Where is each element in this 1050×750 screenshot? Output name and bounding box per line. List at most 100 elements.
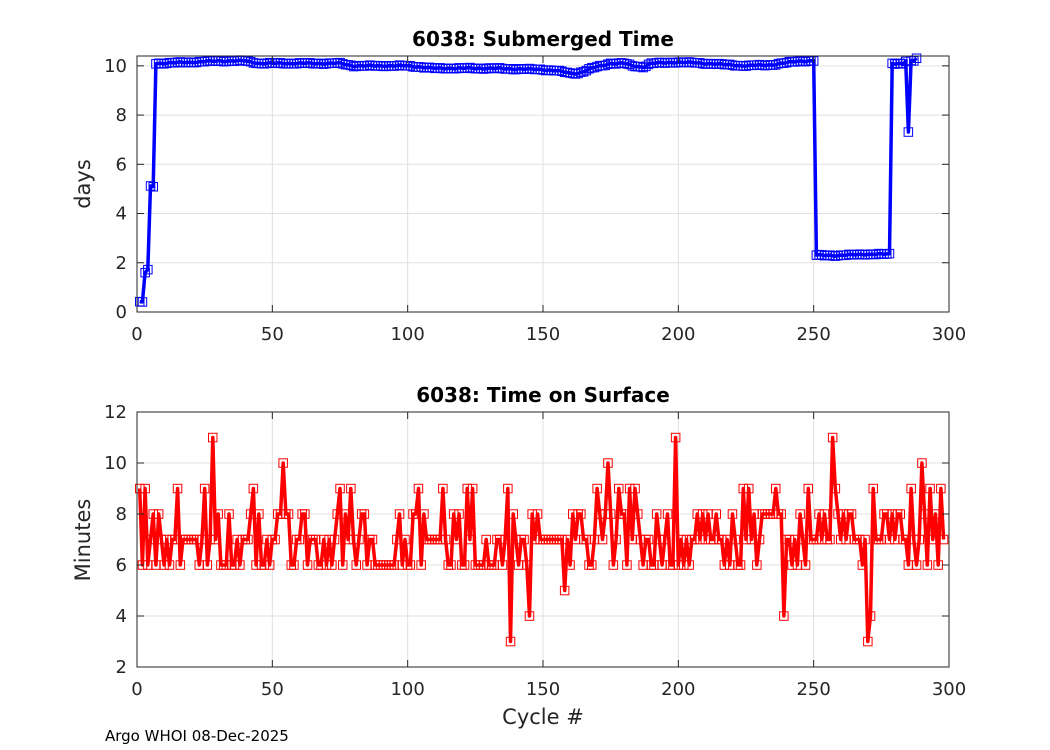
y-tick-label: 0: [116, 302, 127, 323]
y-tick-label: 6: [116, 154, 127, 175]
y-tick-label: 4: [116, 204, 127, 225]
chart-title: 6038: Submerged Time: [412, 27, 674, 51]
data-point-marker: [670, 432, 681, 443]
data-point-marker: [863, 636, 873, 647]
chart-title: 6038: Time on Surface: [416, 383, 670, 407]
data-point-marker: [787, 560, 797, 570]
data-point-marker: [300, 509, 310, 519]
data-point-marker: [148, 182, 158, 192]
data-point-marker: [508, 509, 518, 519]
data-point-marker: [137, 297, 148, 307]
data-point-marker: [928, 534, 938, 545]
data-point-marker: [289, 560, 299, 570]
data-point-marker: [446, 560, 456, 570]
x-tick-label: 200: [661, 679, 695, 700]
data-point-marker: [884, 248, 895, 259]
x-tick-label: 0: [131, 679, 142, 700]
data-point-marker: [351, 560, 361, 570]
data-point-marker: [654, 534, 665, 545]
data-point-marker: [283, 509, 294, 519]
data-point-marker: [662, 509, 673, 519]
x-tick-label: 100: [390, 324, 424, 345]
data-point-marker: [660, 534, 670, 545]
data-point-marker: [911, 560, 922, 570]
data-point-marker: [148, 509, 158, 519]
data-point-marker: [676, 534, 686, 545]
series-submerged-time: [135, 53, 922, 307]
data-point-marker: [587, 560, 597, 570]
data-point-marker: [619, 509, 629, 519]
data-point-marker: [860, 534, 870, 545]
data-point-marker: [416, 560, 426, 570]
data-point-marker: [527, 509, 537, 519]
y-tick-label: 2: [116, 253, 127, 274]
data-point-marker: [922, 560, 933, 570]
data-point-marker: [895, 509, 905, 519]
data-point-marker: [854, 534, 865, 545]
data-point-marker: [199, 483, 210, 494]
data-point-marker: [906, 483, 916, 494]
footer-credit: Argo WHOI 08-Dec-2025: [105, 727, 289, 745]
data-point-marker: [367, 534, 378, 545]
data-point-marker: [784, 534, 795, 545]
data-point-marker: [884, 534, 895, 545]
data-point-marker: [278, 458, 288, 468]
data-point-marker: [294, 534, 305, 545]
data-point-marker: [319, 534, 329, 545]
data-point-marker: [153, 509, 164, 519]
data-point-marker: [651, 509, 662, 519]
y-tick-label: 4: [116, 606, 127, 627]
data-point-marker: [592, 483, 602, 494]
data-point-marker: [754, 534, 765, 545]
data-point-marker: [343, 534, 353, 545]
data-point-marker: [697, 509, 708, 519]
data-point-marker: [159, 560, 169, 570]
data-point-marker: [846, 509, 857, 519]
data-point-marker: [259, 560, 269, 570]
data-point-marker: [329, 534, 340, 545]
x-tick-label: 250: [796, 324, 830, 345]
data-point-marker: [605, 509, 616, 519]
x-tick-label: 0: [131, 324, 142, 345]
data-point-marker: [346, 483, 356, 494]
data-point-marker: [771, 483, 781, 494]
y-tick-label: 2: [116, 657, 127, 678]
data-point-marker: [597, 534, 608, 545]
data-point-marker: [565, 560, 575, 570]
data-point-marker: [229, 560, 240, 570]
data-point-marker: [738, 483, 748, 494]
grid-lines: [137, 412, 949, 667]
data-point-marker: [462, 483, 472, 494]
data-point-marker: [270, 534, 280, 545]
data-point-marker: [524, 611, 535, 621]
data-point-marker: [208, 432, 218, 443]
data-point-marker: [814, 509, 824, 519]
data-point-marker: [668, 560, 678, 570]
data-point-marker: [776, 509, 786, 519]
data-point-marker: [917, 458, 927, 468]
x-tick-label: 150: [526, 679, 560, 700]
data-point-marker: [213, 509, 223, 519]
y-axis-label: Minutes: [71, 499, 95, 582]
y-tick-label: 10: [104, 453, 127, 474]
data-point-marker: [465, 534, 475, 545]
data-point-marker: [448, 509, 459, 519]
data-point-marker: [202, 560, 213, 570]
data-point-marker: [919, 509, 930, 519]
axis-ticks: 0 50 100 150 200 250 300 0 2 4 6 8 10: [104, 56, 966, 345]
data-point-marker: [633, 509, 643, 519]
data-point-marker: [519, 534, 529, 545]
data-point-marker: [611, 534, 621, 545]
data-point-marker: [825, 534, 835, 545]
data-point-marker: [630, 483, 640, 494]
data-point-marker: [603, 458, 613, 468]
data-point-marker: [800, 560, 811, 570]
data-point-marker: [435, 534, 445, 545]
data-point-marker: [348, 534, 359, 545]
data-point-marker: [673, 560, 684, 570]
data-point-marker: [140, 483, 150, 494]
data-point-marker: [595, 509, 605, 519]
y-axis-label: days: [71, 159, 95, 209]
x-tick-label: 300: [932, 679, 966, 700]
